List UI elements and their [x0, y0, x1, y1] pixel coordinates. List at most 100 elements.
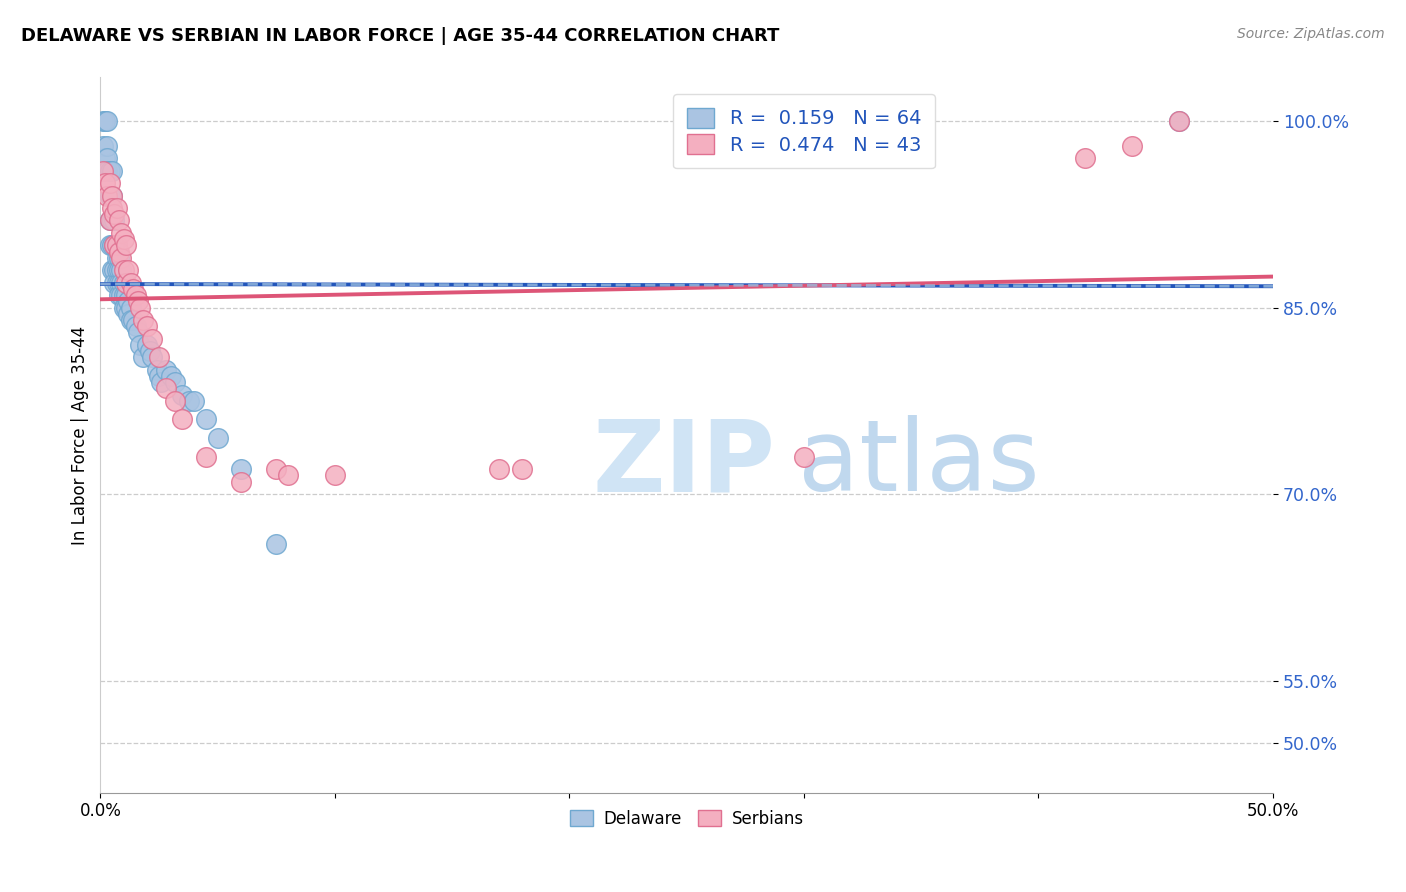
Point: [229, 462, 252, 476]
Point: [98, 188, 121, 202]
Point: [148, 351, 170, 365]
Point: [183, 393, 205, 408]
Point: [138, 344, 160, 359]
Point: [207, 431, 229, 445]
Point: [122, 282, 145, 296]
Point: [112, 263, 135, 277]
Point: [108, 213, 131, 227]
Point: [115, 276, 138, 290]
Point: [103, 276, 125, 290]
Point: [96, 114, 118, 128]
Point: [194, 450, 217, 464]
Point: [131, 313, 153, 327]
Point: [94, 151, 117, 165]
Point: [122, 313, 145, 327]
Point: [105, 201, 128, 215]
Point: [172, 412, 194, 426]
Point: [98, 163, 121, 178]
Point: [103, 207, 125, 221]
Point: [229, 475, 252, 489]
Point: [101, 263, 124, 277]
Point: [1168, 114, 1191, 128]
Point: [91, 139, 114, 153]
Point: [105, 238, 128, 252]
Point: [108, 244, 131, 259]
Point: [117, 263, 139, 277]
Point: [115, 288, 138, 302]
Point: [101, 163, 124, 178]
Point: [108, 251, 131, 265]
Point: [117, 294, 139, 309]
Point: [159, 368, 181, 383]
Point: [110, 288, 132, 302]
Point: [91, 163, 114, 178]
Point: [1168, 114, 1191, 128]
Point: [115, 238, 138, 252]
Point: [194, 412, 217, 426]
Point: [94, 176, 117, 190]
Point: [150, 375, 173, 389]
Point: [793, 450, 815, 464]
Point: [141, 332, 163, 346]
Point: [105, 251, 128, 265]
Point: [155, 381, 177, 395]
Text: ZIP: ZIP: [593, 415, 776, 512]
Point: [127, 326, 149, 340]
Y-axis label: In Labor Force | Age 35-44: In Labor Force | Age 35-44: [72, 326, 89, 545]
Point: [136, 338, 159, 352]
Point: [172, 387, 194, 401]
Point: [1121, 139, 1143, 153]
Point: [110, 263, 132, 277]
Point: [110, 226, 132, 240]
Point: [101, 213, 124, 227]
Point: [98, 213, 121, 227]
Point: [127, 294, 149, 309]
Point: [98, 238, 121, 252]
Point: [136, 319, 159, 334]
Point: [101, 188, 124, 202]
Point: [129, 338, 152, 352]
Point: [323, 468, 346, 483]
Point: [110, 251, 132, 265]
Point: [120, 276, 142, 290]
Point: [103, 213, 125, 227]
Point: [110, 276, 132, 290]
Point: [112, 276, 135, 290]
Point: [101, 201, 124, 215]
Point: [94, 163, 117, 178]
Point: [112, 301, 135, 315]
Point: [155, 363, 177, 377]
Point: [108, 276, 131, 290]
Point: [103, 238, 125, 252]
Point: [108, 263, 131, 277]
Point: [120, 313, 142, 327]
Point: [131, 351, 153, 365]
Point: [98, 176, 121, 190]
Point: [264, 537, 287, 551]
Point: [165, 375, 187, 389]
Point: [101, 188, 124, 202]
Point: [120, 301, 142, 315]
Point: [124, 288, 146, 302]
Point: [103, 238, 125, 252]
Point: [98, 213, 121, 227]
Point: [96, 188, 118, 202]
Point: [105, 276, 128, 290]
Point: [96, 151, 118, 165]
Point: [112, 232, 135, 246]
Point: [103, 263, 125, 277]
Text: Source: ZipAtlas.com: Source: ZipAtlas.com: [1237, 27, 1385, 41]
Point: [96, 139, 118, 153]
Point: [488, 462, 510, 476]
Point: [124, 319, 146, 334]
Point: [145, 363, 167, 377]
Point: [105, 263, 128, 277]
Text: DELAWARE VS SERBIAN IN LABOR FORCE | AGE 35-44 CORRELATION CHART: DELAWARE VS SERBIAN IN LABOR FORCE | AGE…: [21, 27, 779, 45]
Point: [165, 393, 187, 408]
Point: [108, 288, 131, 302]
Point: [179, 393, 201, 408]
Point: [112, 288, 135, 302]
Point: [105, 238, 128, 252]
Legend: Delaware, Serbians: Delaware, Serbians: [562, 803, 810, 834]
Point: [129, 301, 152, 315]
